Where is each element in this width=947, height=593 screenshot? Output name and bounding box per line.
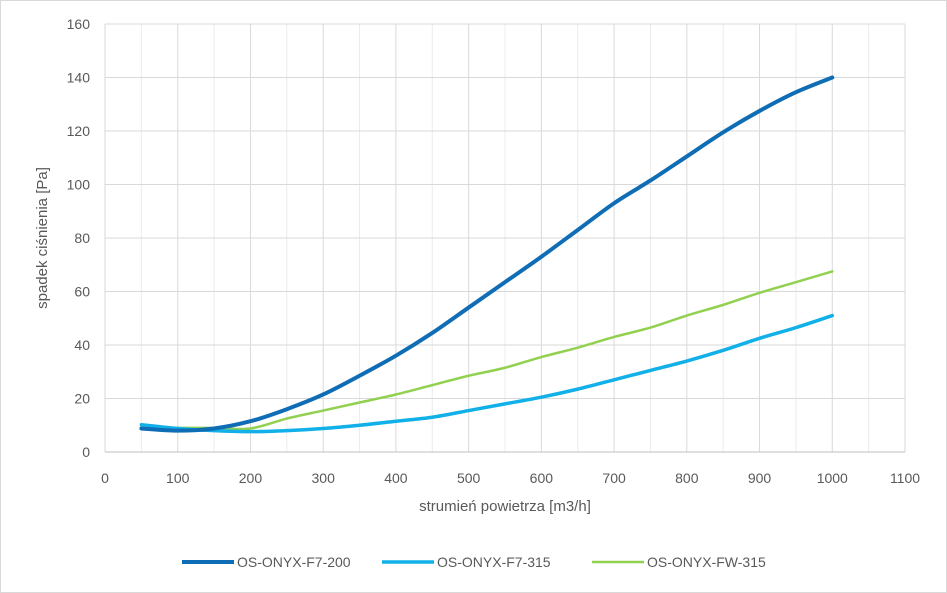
y-tick-label: 140 (67, 70, 91, 86)
y-tick-label: 100 (67, 177, 91, 193)
x-tick-label: 500 (457, 470, 481, 486)
x-tick-label: 100 (166, 470, 190, 486)
x-tick-label: 0 (101, 470, 109, 486)
grid (104, 23, 906, 453)
y-tick-label: 120 (67, 123, 91, 139)
x-tick-label: 1100 (890, 470, 920, 486)
x-tick-label: 400 (384, 470, 408, 486)
series-line-os-onyx-f7-315 (139, 313, 835, 434)
legend-label: OS-ONYX-F7-200 (237, 554, 351, 570)
y-axis-title: spadek ciśnienia [Pa] (34, 167, 51, 309)
x-tick-label: 200 (239, 470, 263, 486)
x-tick-label: 600 (530, 470, 554, 486)
series-group (139, 75, 835, 434)
axes: 0 100 200 300 400 500 600 700 800 900 1000 1100 0 20 4… (67, 16, 921, 486)
y-tick-label: 20 (74, 391, 90, 407)
x-tick-label: 700 (602, 470, 626, 486)
y-tick-label: 160 (67, 16, 91, 32)
x-tick-label: 900 (748, 470, 772, 486)
series-line-os-onyx-f7-200 (139, 75, 835, 433)
legend-label: OS-ONYX-F7-315 (437, 554, 551, 570)
x-tick-label: 1000 (817, 470, 848, 486)
y-tick-label: 80 (74, 230, 90, 246)
series-line-os-onyx-fw-315 (140, 270, 834, 431)
legend: OS-ONYX-F7-200 OS-ONYX-F7-315 OS-ONYX-FW-3… (182, 554, 766, 570)
y-tick-label: 40 (74, 337, 90, 353)
x-tick-label: 800 (675, 470, 699, 486)
y-tick-label: 0 (82, 444, 90, 460)
x-tick-label: 300 (312, 470, 336, 486)
legend-label: OS-ONYX-FW-315 (647, 554, 766, 570)
y-tick-label: 60 (74, 284, 90, 300)
x-axis-title: strumień powietrza [m3/h] (419, 498, 591, 515)
